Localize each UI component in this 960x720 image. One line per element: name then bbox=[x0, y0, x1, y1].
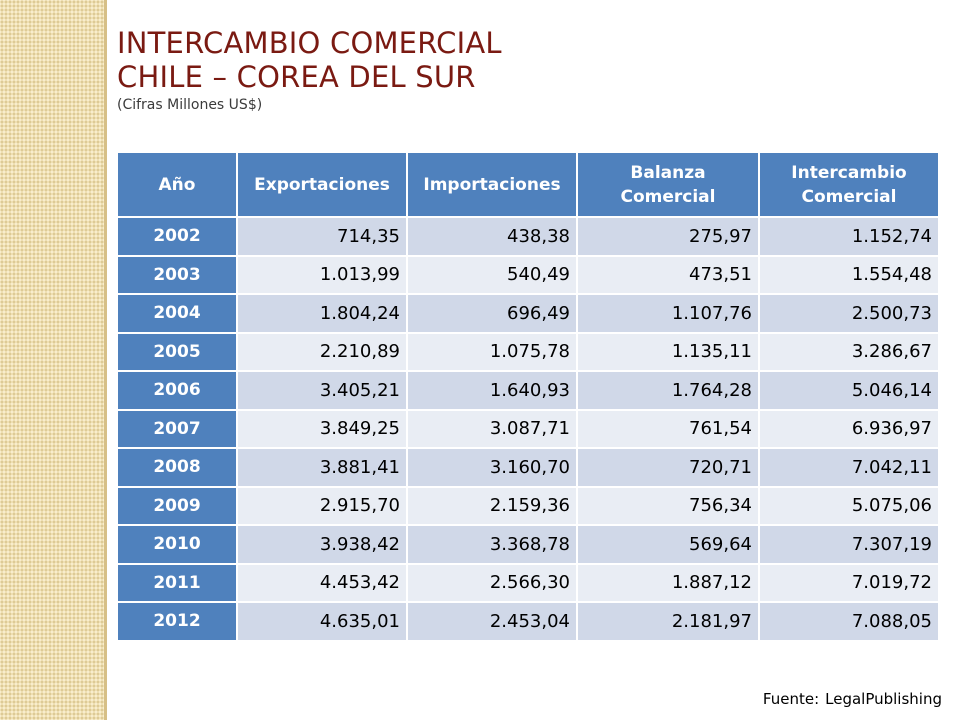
table-row: 2003 1.013,99 540,49 473,51 1.554,48 bbox=[116, 254, 940, 295]
imports-cell: 2.453,04 bbox=[406, 601, 578, 642]
balance-cell: 1.887,12 bbox=[576, 562, 760, 603]
imports-cell: 3.087,71 bbox=[406, 408, 578, 449]
year-cell: 2012 bbox=[116, 601, 238, 642]
table-row: 2009 2.915,70 2.159,36 756,34 5.075,06 bbox=[116, 485, 940, 526]
imports-cell: 2.566,30 bbox=[406, 562, 578, 603]
decorative-side-strip bbox=[0, 0, 104, 720]
year-cell: 2007 bbox=[116, 408, 238, 449]
exports-cell: 4.453,42 bbox=[236, 562, 408, 603]
year-cell: 2011 bbox=[116, 562, 238, 603]
imports-cell: 3.368,78 bbox=[406, 524, 578, 565]
imports-cell: 696,49 bbox=[406, 293, 578, 334]
year-cell: 2004 bbox=[116, 293, 238, 334]
exports-cell: 2.915,70 bbox=[236, 485, 408, 526]
header-year: Año bbox=[116, 151, 238, 218]
exports-cell: 3.881,41 bbox=[236, 447, 408, 488]
table-row: 2007 3.849,25 3.087,71 761,54 6.936,97 bbox=[116, 408, 940, 449]
exchange-cell: 7.088,05 bbox=[758, 601, 940, 642]
table-row: 2010 3.938,42 3.368,78 569,64 7.307,19 bbox=[116, 524, 940, 565]
title-line-2: CHILE – COREA DEL SUR bbox=[117, 60, 476, 94]
imports-cell: 540,49 bbox=[406, 254, 578, 295]
exchange-cell: 5.075,06 bbox=[758, 485, 940, 526]
exports-cell: 3.849,25 bbox=[236, 408, 408, 449]
table-row: 2012 4.635,01 2.453,04 2.181,97 7.088,05 bbox=[116, 601, 940, 642]
balance-cell: 756,34 bbox=[576, 485, 760, 526]
header-trade-balance: Balanza Comercial bbox=[576, 151, 760, 218]
subtitle: (Cifras Millones US$) bbox=[117, 97, 263, 113]
exports-cell: 1.013,99 bbox=[236, 254, 408, 295]
imports-cell: 1.640,93 bbox=[406, 370, 578, 411]
table-row: 2002 714,35 438,38 275,97 1.152,74 bbox=[116, 216, 940, 257]
exports-cell: 714,35 bbox=[236, 216, 408, 257]
year-cell: 2010 bbox=[116, 524, 238, 565]
exchange-cell: 5.046,14 bbox=[758, 370, 940, 411]
exports-cell: 3.405,21 bbox=[236, 370, 408, 411]
balance-cell: 761,54 bbox=[576, 408, 760, 449]
year-cell: 2002 bbox=[116, 216, 238, 257]
imports-cell: 438,38 bbox=[406, 216, 578, 257]
exchange-cell: 7.019,72 bbox=[758, 562, 940, 603]
table-row: 2004 1.804,24 696,49 1.107,76 2.500,73 bbox=[116, 293, 940, 334]
year-cell: 2009 bbox=[116, 485, 238, 526]
balance-cell: 720,71 bbox=[576, 447, 760, 488]
table-row: 2006 3.405,21 1.640,93 1.764,28 5.046,14 bbox=[116, 370, 940, 411]
table-row: 2008 3.881,41 3.160,70 720,71 7.042,11 bbox=[116, 447, 940, 488]
balance-cell: 275,97 bbox=[576, 216, 760, 257]
exchange-cell: 1.554,48 bbox=[758, 254, 940, 295]
table-header-row: Año Exportaciones Importaciones Balanza … bbox=[116, 151, 940, 218]
table-row: 2011 4.453,42 2.566,30 1.887,12 7.019,72 bbox=[116, 562, 940, 603]
exports-cell: 4.635,01 bbox=[236, 601, 408, 642]
balance-cell: 2.181,97 bbox=[576, 601, 760, 642]
imports-cell: 1.075,78 bbox=[406, 331, 578, 372]
title-block: INTERCAMBIO COMERCIAL CHILE – COREA DEL … bbox=[117, 26, 502, 114]
year-cell: 2006 bbox=[116, 370, 238, 411]
balance-cell: 1.107,76 bbox=[576, 293, 760, 334]
exports-cell: 1.804,24 bbox=[236, 293, 408, 334]
trade-table: Año Exportaciones Importaciones Balanza … bbox=[116, 151, 940, 642]
exchange-cell: 6.936,97 bbox=[758, 408, 940, 449]
header-imports: Importaciones bbox=[406, 151, 578, 218]
header-exports: Exportaciones bbox=[236, 151, 408, 218]
exchange-cell: 7.042,11 bbox=[758, 447, 940, 488]
balance-cell: 473,51 bbox=[576, 254, 760, 295]
imports-cell: 3.160,70 bbox=[406, 447, 578, 488]
exports-cell: 3.938,42 bbox=[236, 524, 408, 565]
table-row: 2005 2.210,89 1.075,78 1.135,11 3.286,67 bbox=[116, 331, 940, 372]
source-label: Fuente: bbox=[762, 690, 820, 708]
year-cell: 2003 bbox=[116, 254, 238, 295]
imports-cell: 2.159,36 bbox=[406, 485, 578, 526]
source-value: LegalPublishing bbox=[825, 690, 942, 708]
header-trade-exchange: Intercambio Comercial bbox=[758, 151, 940, 218]
exchange-cell: 7.307,19 bbox=[758, 524, 940, 565]
side-strip-border bbox=[104, 0, 107, 720]
title-line-1: INTERCAMBIO COMERCIAL bbox=[117, 26, 502, 60]
exports-cell: 2.210,89 bbox=[236, 331, 408, 372]
exchange-cell: 3.286,67 bbox=[758, 331, 940, 372]
year-cell: 2005 bbox=[116, 331, 238, 372]
balance-cell: 1.135,11 bbox=[576, 331, 760, 372]
balance-cell: 1.764,28 bbox=[576, 370, 760, 411]
exchange-cell: 1.152,74 bbox=[758, 216, 940, 257]
source-note: Fuente: LegalPublishing bbox=[763, 690, 948, 708]
year-cell: 2008 bbox=[116, 447, 238, 488]
exchange-cell: 2.500,73 bbox=[758, 293, 940, 334]
balance-cell: 569,64 bbox=[576, 524, 760, 565]
